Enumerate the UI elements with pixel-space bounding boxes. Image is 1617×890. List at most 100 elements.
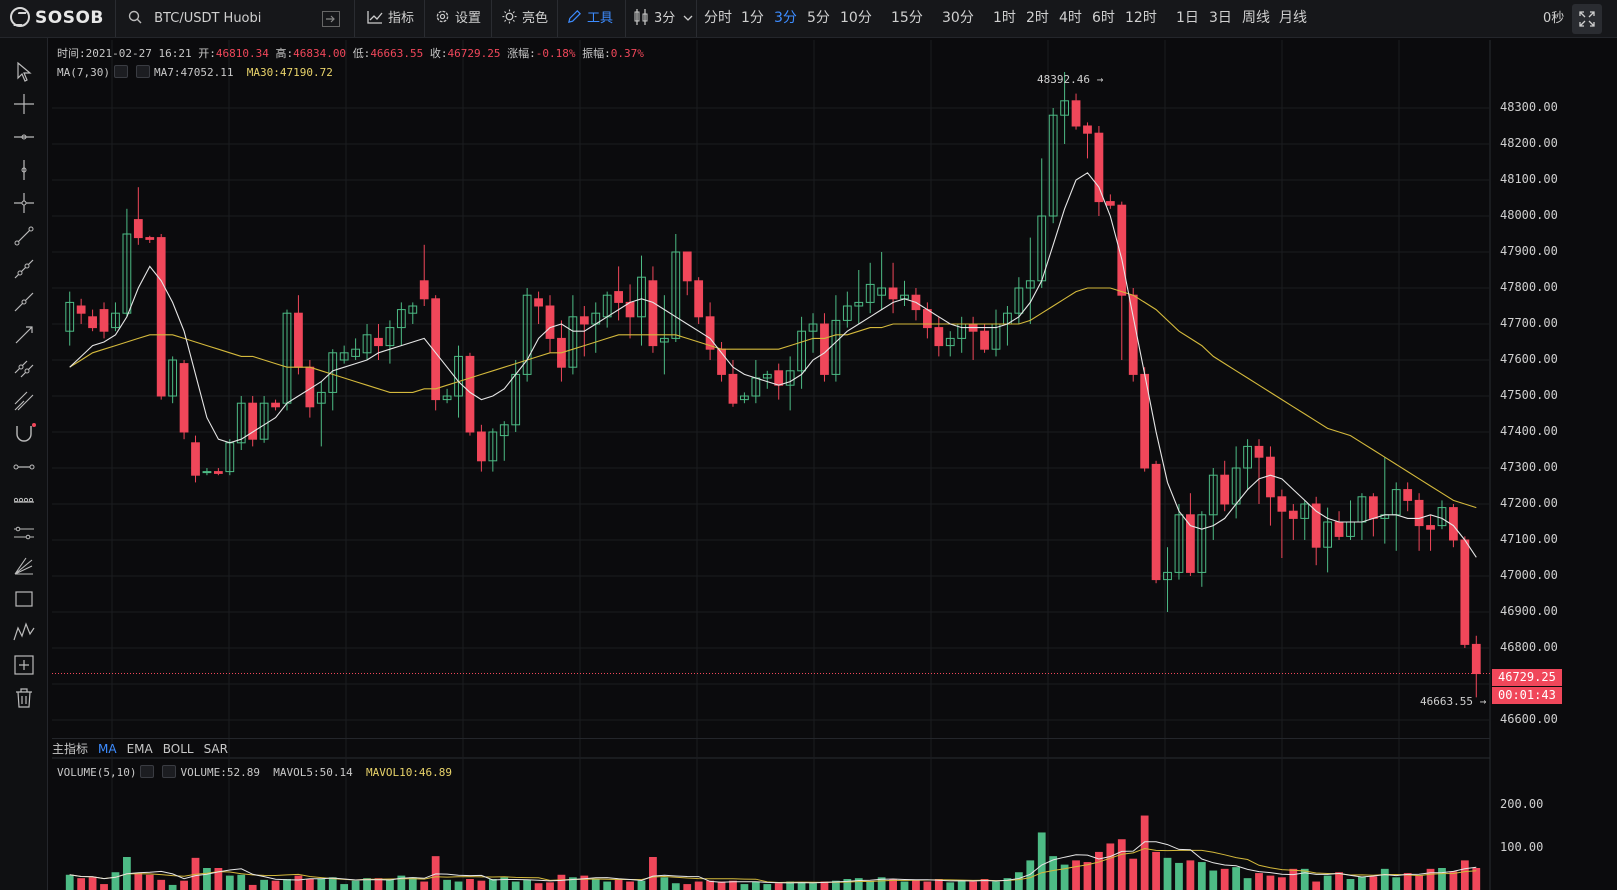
period-tab[interactable]: 3分	[774, 10, 797, 26]
period-tab[interactable]: 2时	[1026, 10, 1049, 26]
search-icon	[128, 10, 142, 24]
candle-body	[385, 327, 395, 347]
delete-drawings-tool[interactable]	[12, 686, 36, 710]
indicator-tab[interactable]: MA	[98, 742, 117, 756]
candlestick-chart[interactable]	[52, 40, 1617, 890]
price-channel-tool[interactable]	[12, 356, 36, 380]
period-tab[interactable]: 1时	[993, 10, 1016, 26]
period-tab[interactable]: 12时	[1125, 10, 1157, 26]
period-tab[interactable]: 周线	[1242, 10, 1270, 26]
volume-bar	[534, 883, 543, 890]
period-tab[interactable]: 6时	[1092, 10, 1115, 26]
chart-area[interactable]	[52, 40, 1617, 890]
indicator-tab[interactable]: SAR	[203, 742, 228, 756]
candle-body	[213, 471, 223, 474]
indicator-tab[interactable]: BOLL	[162, 742, 194, 756]
volume-bar	[694, 881, 703, 890]
drawing-toolbar	[0, 38, 48, 890]
symbol-search[interactable]: BTC/USDT Huobi	[115, 0, 355, 37]
candle-body	[1014, 287, 1024, 314]
volume-bar	[397, 875, 406, 890]
volume-bar	[1129, 858, 1138, 890]
horizontal-line-tool[interactable]	[12, 125, 36, 149]
cross-line-tool[interactable]	[12, 191, 36, 215]
volume-bar	[214, 868, 223, 890]
high-marker: 48392.46 →	[1037, 73, 1104, 86]
candle-body	[1254, 445, 1264, 458]
period-tab[interactable]: 10分	[840, 10, 872, 26]
price-axis-label: 47700.00	[1500, 316, 1558, 330]
close-icon[interactable]	[135, 65, 150, 78]
tools-button[interactable]: 工具	[567, 0, 613, 37]
candle-body	[1266, 456, 1275, 498]
period-tab[interactable]: 4时	[1059, 10, 1082, 26]
candle-body	[728, 373, 738, 404]
period-tab[interactable]: 30分	[942, 10, 974, 26]
settings-button[interactable]: 设置	[435, 0, 481, 37]
candle-body	[1300, 503, 1310, 519]
period-tab[interactable]: 分时	[704, 10, 732, 26]
sosob-logo[interactable]: SOSOB	[10, 0, 104, 37]
arrow-line-tool[interactable]	[12, 323, 36, 347]
volume-bar	[786, 881, 795, 890]
volume-bar	[408, 877, 417, 890]
close-icon[interactable]	[162, 765, 177, 778]
pattern-tool[interactable]	[12, 620, 36, 644]
vertical-line-tool[interactable]	[12, 158, 36, 182]
add-tool[interactable]	[12, 653, 36, 677]
period-tab[interactable]: 月线	[1279, 10, 1307, 26]
period-tab[interactable]: 5分	[807, 10, 830, 26]
parallel-lines-icon	[14, 391, 34, 411]
price-axis-label: 47000.00	[1500, 568, 1558, 582]
volume-bar	[1197, 862, 1206, 890]
price-axis-label: 47500.00	[1500, 388, 1558, 402]
volume-bar	[1449, 871, 1458, 890]
ma30-line	[69, 287, 1477, 509]
price-axis-label: 46900.00	[1500, 604, 1558, 618]
volume-bar	[637, 880, 646, 890]
gann-tool[interactable]	[12, 554, 36, 578]
crosshair-tool[interactable]	[12, 92, 36, 116]
volume-bar	[1277, 877, 1286, 890]
period-tab[interactable]: 1分	[741, 10, 764, 26]
volume-bar	[1243, 878, 1252, 890]
volume-bar	[477, 880, 486, 890]
candle-body	[362, 334, 372, 354]
vertical-line-icon	[21, 160, 27, 180]
candle-body	[922, 309, 932, 329]
segment-tool[interactable]	[12, 224, 36, 248]
volume-bar	[260, 879, 269, 890]
period-tab[interactable]: 3日	[1209, 10, 1232, 26]
indicator-tab[interactable]: EMA	[126, 742, 153, 756]
volume-bar	[1358, 876, 1366, 890]
fullscreen-button[interactable]	[1572, 4, 1602, 34]
countdown-label: 0秒	[1543, 11, 1565, 26]
candle-body	[191, 442, 200, 476]
candle-body	[1208, 474, 1218, 516]
enter-icon[interactable]	[322, 11, 340, 27]
crosshair-icon	[14, 94, 34, 114]
interval-dropdown[interactable]: 3分	[633, 0, 693, 37]
measure-tool[interactable]	[12, 521, 36, 545]
period-tab[interactable]: 15分	[891, 10, 923, 26]
period-tab[interactable]: 1日	[1176, 10, 1199, 26]
cursor-tool[interactable]	[12, 60, 36, 84]
straight-line-tool[interactable]	[12, 290, 36, 314]
eye-icon[interactable]	[113, 65, 128, 78]
volume-bar	[500, 877, 509, 890]
ray-tool[interactable]	[12, 257, 36, 281]
price-line-tool[interactable]	[12, 455, 36, 479]
candle-body	[877, 287, 887, 296]
magnet-tool[interactable]	[12, 422, 36, 446]
eye-icon[interactable]	[140, 765, 155, 778]
rectangle-tool[interactable]	[12, 587, 36, 611]
parallel-line-tool[interactable]	[12, 389, 36, 413]
price-axis-label: 47100.00	[1500, 532, 1558, 546]
fibonacci-tool[interactable]	[12, 488, 36, 512]
price-axis-label: 47200.00	[1500, 496, 1558, 510]
candle-body	[248, 402, 258, 440]
volume-bar	[591, 879, 600, 890]
candle-body	[545, 305, 555, 339]
theme-button[interactable]: 亮色	[502, 0, 548, 37]
indicators-button[interactable]: 指标	[367, 0, 414, 37]
